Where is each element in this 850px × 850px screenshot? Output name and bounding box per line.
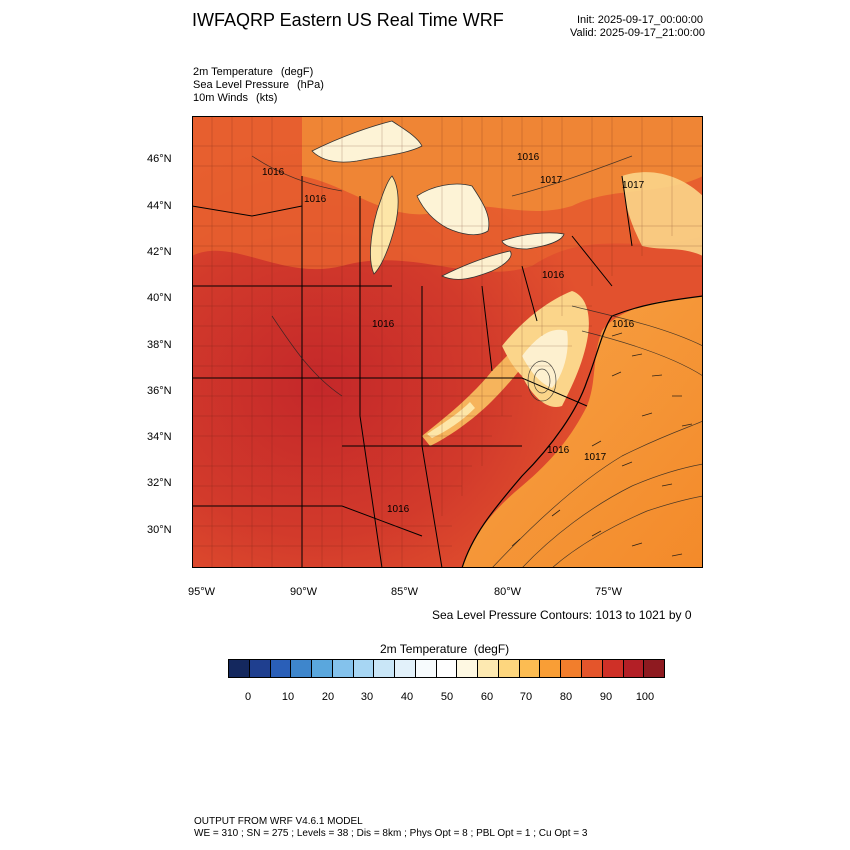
pressure-label: 1016 bbox=[262, 167, 285, 178]
colorbar-tick: 0 bbox=[244, 691, 252, 703]
colorbar-swatch bbox=[353, 660, 375, 677]
field-name: 10m Winds bbox=[193, 92, 249, 104]
colorbar-swatch bbox=[478, 660, 499, 677]
colorbar-title: 2m Temperature (degF) bbox=[380, 642, 509, 656]
field-name: Sea Level Pressure bbox=[193, 79, 289, 91]
colorbar-swatch bbox=[395, 660, 416, 677]
colorbar-tick: 90 bbox=[599, 691, 613, 703]
pressure-label: 1016 bbox=[547, 445, 570, 456]
lon-label: 95°W bbox=[188, 586, 216, 598]
lake-erie bbox=[441, 250, 512, 280]
colorbar-swatch bbox=[415, 660, 437, 677]
lat-label: 44°N bbox=[147, 200, 172, 212]
lat-label: 32°N bbox=[147, 477, 172, 489]
colorbar-swatch bbox=[229, 660, 250, 677]
colorbar-swatch bbox=[498, 660, 520, 677]
pressure-label: 1017 bbox=[540, 175, 563, 186]
pressure-label: 1016 bbox=[612, 319, 635, 330]
lon-label: 90°W bbox=[290, 586, 318, 598]
pressure-label: 1016 bbox=[542, 270, 565, 281]
colorbar-title-name: 2m Temperature bbox=[380, 642, 468, 656]
colorbar-swatch bbox=[602, 660, 624, 677]
colorbar-swatch bbox=[249, 660, 271, 677]
footer-model: OUTPUT FROM WRF V4.6.1 MODEL bbox=[194, 816, 363, 827]
colorbar bbox=[228, 659, 665, 678]
lat-label: 46°N bbox=[147, 153, 172, 165]
colorbar-swatch bbox=[291, 660, 313, 677]
map-border bbox=[192, 116, 703, 568]
init-time: Init: 2025-09-17_00:00:00 bbox=[577, 14, 703, 26]
east-coastline bbox=[461, 295, 703, 568]
colorbar-tick: 80 bbox=[559, 691, 573, 703]
colorbar-swatch bbox=[312, 660, 333, 677]
pressure-label: 1017 bbox=[622, 180, 645, 191]
county-borders bbox=[192, 116, 703, 568]
colorbar-title-unit: (degF) bbox=[473, 642, 510, 656]
colorbar-tick: 30 bbox=[360, 691, 374, 703]
colorbar-tick: 70 bbox=[519, 691, 533, 703]
mountain-highlight bbox=[427, 402, 475, 438]
colorbar-swatch bbox=[540, 660, 562, 677]
temperature-map: 1016 1017 1016 1016 1016 1017 1016 1016 … bbox=[192, 116, 703, 568]
colorbar-tick: 10 bbox=[281, 691, 295, 703]
field-unit: (kts) bbox=[256, 92, 278, 104]
colorbar-tick: 60 bbox=[480, 691, 494, 703]
pressure-label: 1017 bbox=[584, 452, 607, 463]
colorbar-tick: 50 bbox=[440, 691, 454, 703]
wind-barbs bbox=[511, 332, 693, 557]
colorbar-swatch bbox=[582, 660, 603, 677]
colorbar-swatch bbox=[332, 660, 354, 677]
colorbar-swatch bbox=[561, 660, 583, 677]
colorbar-swatch bbox=[436, 660, 458, 677]
pressure-label: 1016 bbox=[517, 152, 540, 163]
new-england-cool bbox=[622, 172, 703, 256]
lon-label: 80°W bbox=[494, 586, 522, 598]
field-unit: (hPa) bbox=[297, 79, 324, 91]
lat-label: 36°N bbox=[147, 385, 172, 397]
lat-label: 38°N bbox=[147, 339, 172, 351]
field-pressure-label: Sea Level Pressure (hPa) bbox=[193, 79, 324, 92]
field-unit: (degF) bbox=[280, 66, 314, 78]
colorbar-tick: 20 bbox=[321, 691, 335, 703]
field-winds-label: 10m Winds (kts) bbox=[193, 92, 277, 105]
lake-ontario bbox=[501, 232, 565, 250]
pressure-label: 1016 bbox=[304, 194, 327, 205]
lon-label: 85°W bbox=[391, 586, 419, 598]
lake-huron bbox=[416, 183, 490, 236]
chesapeake-pale bbox=[522, 329, 568, 388]
lat-label: 30°N bbox=[147, 524, 172, 536]
colorbar-swatch bbox=[374, 660, 396, 677]
colorbar-swatch bbox=[457, 660, 479, 677]
footer-config: WE = 310 ; SN = 275 ; Levels = 38 ; Dis … bbox=[194, 828, 588, 839]
lat-label: 40°N bbox=[147, 292, 172, 304]
colorbar-tick: 100 bbox=[635, 691, 655, 703]
plot-title: IWFAQRP Eastern US Real Time WRF bbox=[192, 10, 504, 30]
field-name: 2m Temperature bbox=[193, 66, 273, 78]
pressure-label: 1016 bbox=[387, 504, 410, 515]
colorbar-swatch bbox=[270, 660, 292, 677]
lat-label: 34°N bbox=[147, 431, 172, 443]
pressure-label: 1016 bbox=[372, 319, 395, 330]
colorbar-swatch bbox=[519, 660, 541, 677]
colorbar-swatch bbox=[623, 660, 645, 677]
atlantic-ocean bbox=[462, 296, 703, 568]
field-temperature-label: 2m Temperature (degF) bbox=[193, 66, 313, 79]
lat-label: 42°N bbox=[147, 246, 172, 258]
colorbar-swatch bbox=[644, 660, 665, 677]
colorbar-tick: 40 bbox=[400, 691, 414, 703]
valid-time: Valid: 2025-09-17_21:00:00 bbox=[570, 27, 705, 39]
contour-note: Sea Level Pressure Contours: 1013 to 102… bbox=[432, 608, 692, 622]
lon-label: 75°W bbox=[595, 586, 623, 598]
